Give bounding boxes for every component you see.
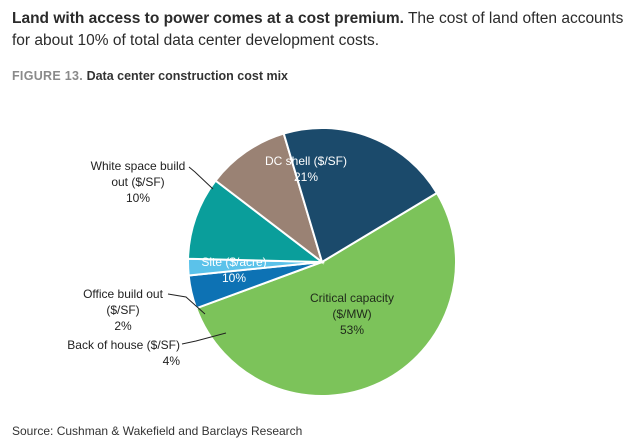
slice-label: Office build out ($/SF) 2% — [83, 287, 163, 333]
slice-label-line: 10% — [126, 191, 150, 205]
leader-line — [181, 332, 227, 345]
slice-label-line: ($/SF) — [106, 303, 139, 317]
figure-caption: FIGURE 13. Data center construction cost… — [12, 69, 288, 83]
slice-label-line: Office build out — [83, 287, 163, 301]
pie-slices — [187, 127, 457, 397]
slice-label: Critical capacity ($/MW) 53% — [310, 291, 394, 337]
slice-label-line: White space build — [91, 159, 186, 173]
slice-label-line: ($/MW) — [332, 307, 371, 321]
pie-slice-dc-shell-sf — [282, 127, 439, 264]
lead-paragraph: Land with access to power comes at a cos… — [12, 8, 628, 52]
lead-bold-text: Land with access to power comes at a cos… — [12, 10, 404, 27]
source-note: Source: Cushman & Wakefield and Barclays… — [12, 424, 303, 438]
figure-title: Data center construction cost mix — [86, 69, 289, 83]
pie-slice-site-acre — [187, 179, 326, 264]
slice-label-line: 4% — [163, 354, 181, 368]
slice-label-line: out ($/SF) — [111, 175, 164, 189]
slice-label-line: DC shell ($/SF) — [265, 154, 347, 168]
slice-label-line: 21% — [294, 170, 318, 184]
pie-slice-white-space-build-out-sf — [214, 132, 324, 265]
slice-label-line: 2% — [114, 319, 132, 333]
lead-body-text: The cost of land often accounts for abou… — [12, 10, 624, 49]
figure-number: FIGURE 13. — [12, 69, 84, 83]
slice-label-line: Critical capacity — [310, 291, 394, 305]
slice-label-line: Site ($/acre) — [201, 255, 266, 269]
leader-lines — [167, 166, 227, 345]
pie-slice-critical-capacity-mw — [194, 191, 457, 397]
slice-label: DC shell ($/SF) 21% — [265, 154, 347, 184]
slice-label-line: 10% — [222, 271, 246, 285]
slice-labels: Critical capacity ($/MW) 53% Back of house … — [67, 154, 394, 368]
leader-line — [167, 293, 206, 315]
slice-label-line: Back of house ($/SF) — [67, 338, 180, 352]
leader-line — [188, 166, 214, 190]
slice-label: White space build out ($/SF) 10% — [91, 159, 186, 205]
slice-label: Back of house ($/SF) 4% — [67, 338, 180, 368]
slice-label-line: 53% — [340, 323, 364, 337]
pie-chart: Critical capacity ($/MW) 53% Back of house … — [67, 127, 457, 397]
slice-label: Site ($/acre) 10% — [201, 255, 266, 285]
